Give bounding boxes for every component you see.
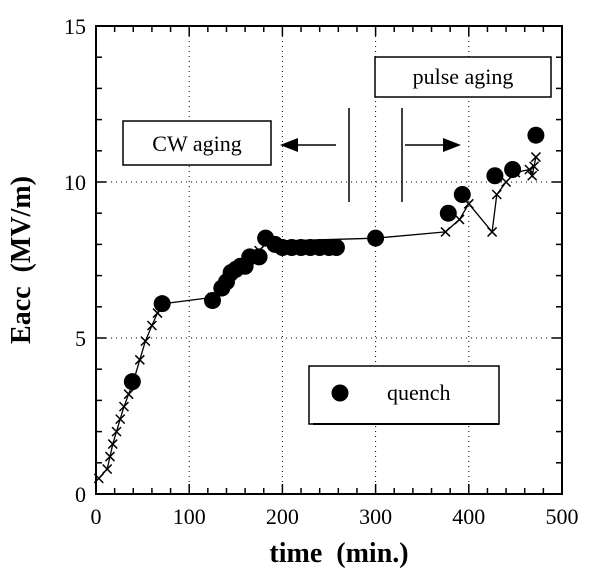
- cross-point: [529, 161, 540, 172]
- cross-point: [487, 226, 498, 237]
- cross-point: [115, 414, 126, 425]
- quench-point: [153, 295, 171, 313]
- y-tick-label: 5: [75, 326, 86, 351]
- x-tick-label: 100: [173, 504, 206, 529]
- y-axis-title: Eacc (MV/m): [6, 176, 37, 344]
- cross-point: [501, 176, 512, 188]
- x-tick-label: 500: [546, 504, 579, 529]
- cross-point: [111, 426, 122, 437]
- quench-point: [250, 248, 268, 266]
- quench-point: [486, 167, 504, 185]
- quench-point: [439, 204, 457, 222]
- cross-point: [104, 451, 116, 462]
- y-tick-label: 0: [75, 482, 86, 507]
- quench-point: [204, 292, 221, 310]
- cw-aging-label: CW aging: [152, 131, 241, 156]
- cw-aging-box: [122, 120, 272, 166]
- cross-point: [524, 164, 535, 175]
- quench-point: [367, 229, 385, 247]
- x-tick-label: 0: [91, 504, 102, 529]
- quench-point: [453, 185, 471, 203]
- cross-point: [491, 189, 502, 200]
- quench-point: [527, 126, 545, 144]
- pulse-aging-box: [374, 56, 552, 98]
- legend-box: [308, 365, 500, 425]
- plot-frame: [95, 25, 563, 495]
- cross-point: [140, 336, 151, 347]
- y-tick-label: 10: [64, 170, 86, 195]
- quench-point: [123, 373, 141, 391]
- pulse-aging-label: pulse aging: [413, 64, 514, 89]
- pulse-aging-arrowhead: [443, 138, 461, 152]
- x-tick-label: 200: [266, 504, 299, 529]
- cw-aging-arrowhead: [280, 138, 298, 152]
- cross-point: [134, 354, 145, 365]
- cross-point: [118, 401, 129, 412]
- x-axis-title: time (min.): [269, 538, 408, 569]
- quench-point: [327, 239, 345, 257]
- cross-point: [107, 439, 118, 450]
- cross-point: [440, 226, 451, 237]
- cross-point: [123, 389, 134, 400]
- y-tick-label: 15: [64, 14, 86, 39]
- cross-point: [102, 464, 113, 475]
- legend-marker-quench: [331, 384, 349, 402]
- x-tick-label: 400: [452, 504, 485, 529]
- cross-point: [530, 152, 541, 163]
- cross-point: [454, 214, 465, 225]
- cross-point: [146, 320, 157, 331]
- cross-point: [93, 473, 104, 484]
- quench-point: [504, 161, 522, 179]
- legend-label-quench: quench: [387, 380, 451, 405]
- cross-point: [527, 170, 538, 181]
- x-tick-label: 300: [359, 504, 392, 529]
